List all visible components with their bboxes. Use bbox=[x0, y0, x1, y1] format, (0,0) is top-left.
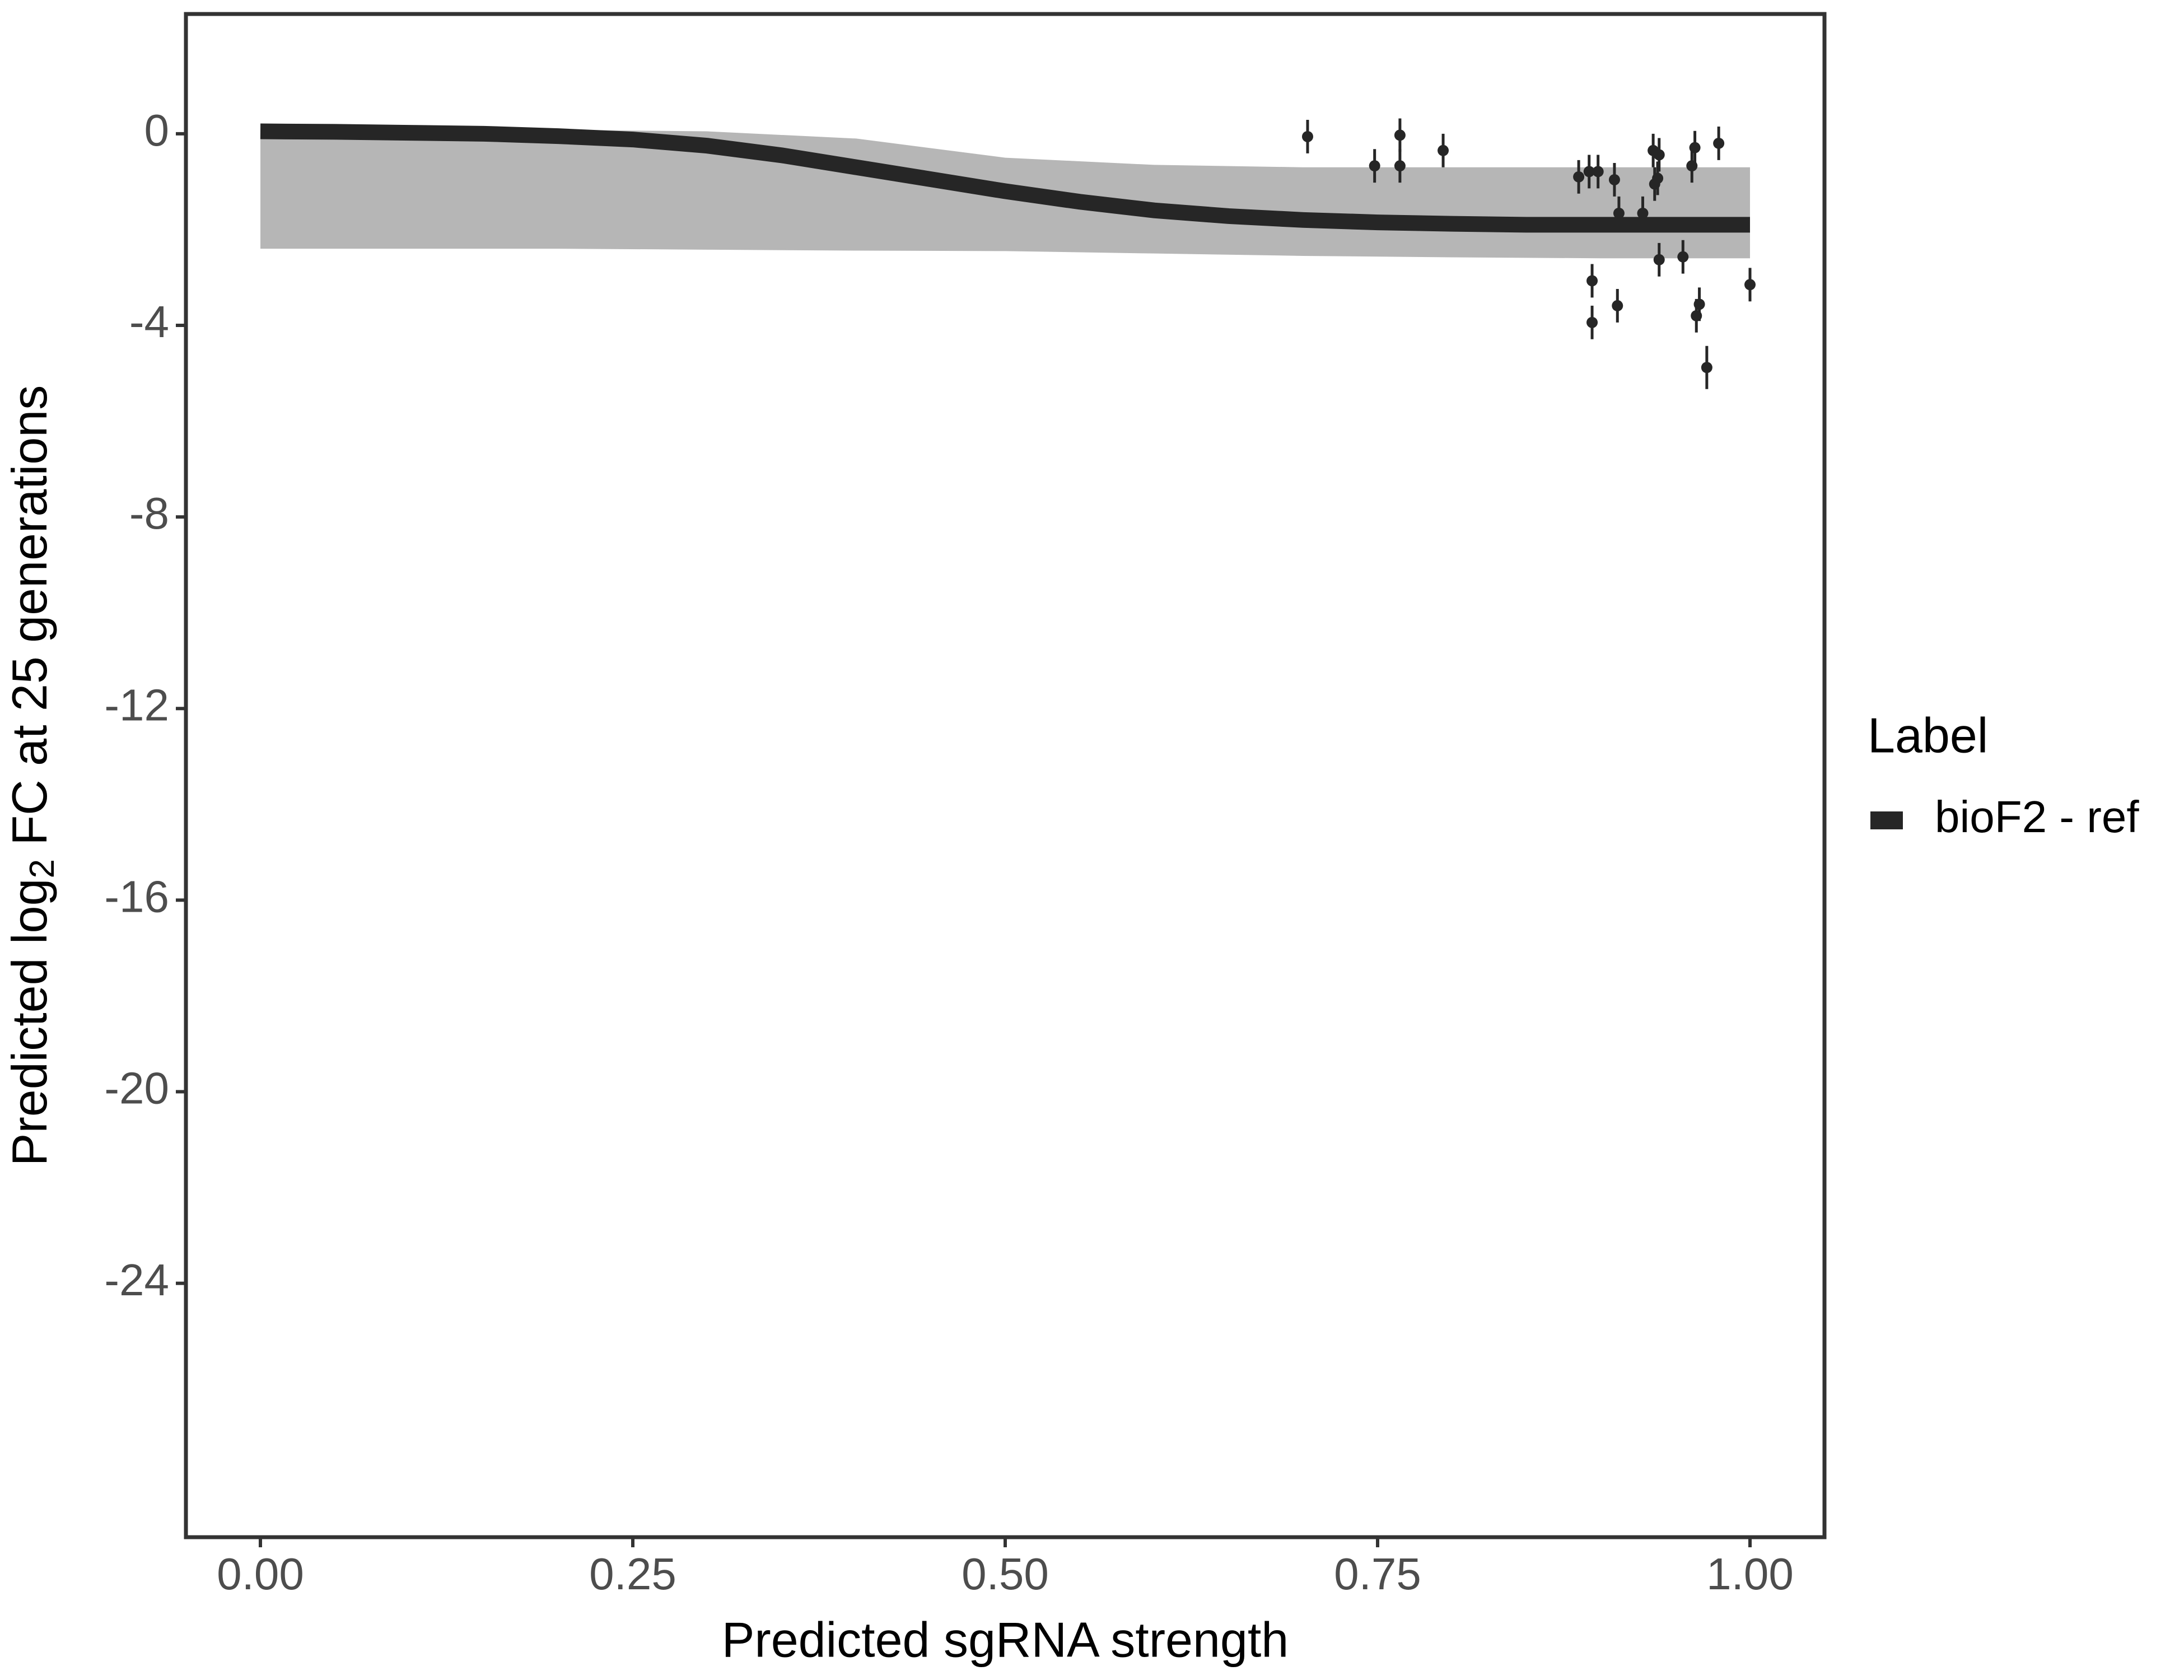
y-tick-label: -4 bbox=[129, 297, 169, 347]
point bbox=[1301, 130, 1313, 142]
x-tick-label: 0.75 bbox=[1334, 1549, 1421, 1599]
point bbox=[1653, 254, 1665, 265]
point bbox=[1369, 160, 1380, 172]
point bbox=[1586, 316, 1598, 328]
point bbox=[1677, 251, 1689, 263]
point bbox=[1613, 207, 1625, 219]
y-tick-label: -20 bbox=[104, 1063, 169, 1113]
point bbox=[1573, 171, 1585, 183]
fit-line bbox=[260, 123, 1750, 233]
x-axis-title: Predicted sgRNA strength bbox=[722, 1612, 1289, 1667]
point bbox=[1652, 172, 1664, 184]
point bbox=[1608, 174, 1620, 185]
point bbox=[1592, 166, 1604, 178]
point bbox=[1612, 300, 1623, 311]
legend-label: bioF2 - ref bbox=[1935, 792, 2139, 842]
y-tick-label: -24 bbox=[104, 1255, 169, 1305]
point bbox=[1653, 149, 1665, 161]
y-tick-label: -8 bbox=[129, 488, 169, 538]
point bbox=[1394, 160, 1406, 172]
y-tick-label: -12 bbox=[104, 680, 169, 730]
x-tick-label: 0.25 bbox=[589, 1549, 676, 1599]
y-axis-title: Predicted log2 FC at 25 generations bbox=[2, 385, 62, 1166]
point bbox=[1693, 298, 1705, 310]
point bbox=[1394, 129, 1406, 141]
point bbox=[1713, 137, 1725, 149]
point bbox=[1438, 144, 1449, 156]
point bbox=[1701, 362, 1712, 374]
point bbox=[1689, 142, 1701, 153]
point bbox=[1744, 279, 1756, 291]
point bbox=[1637, 207, 1649, 219]
y-title-part: Predicted log bbox=[2, 879, 57, 1166]
point bbox=[1583, 166, 1595, 178]
x-tick-label: 0.50 bbox=[962, 1549, 1049, 1599]
y-title-part: FC at 25 generations bbox=[2, 385, 57, 859]
x-tick-label: 0.00 bbox=[217, 1549, 304, 1599]
point bbox=[1586, 275, 1598, 287]
y-title-sub: 2 bbox=[23, 859, 62, 878]
y-tick-label: 0 bbox=[144, 105, 170, 155]
legend-key bbox=[1870, 811, 1903, 829]
y-tick-label: -16 bbox=[104, 872, 169, 922]
legend-title: Label bbox=[1868, 707, 1988, 763]
x-tick-label: 1.00 bbox=[1706, 1549, 1794, 1599]
